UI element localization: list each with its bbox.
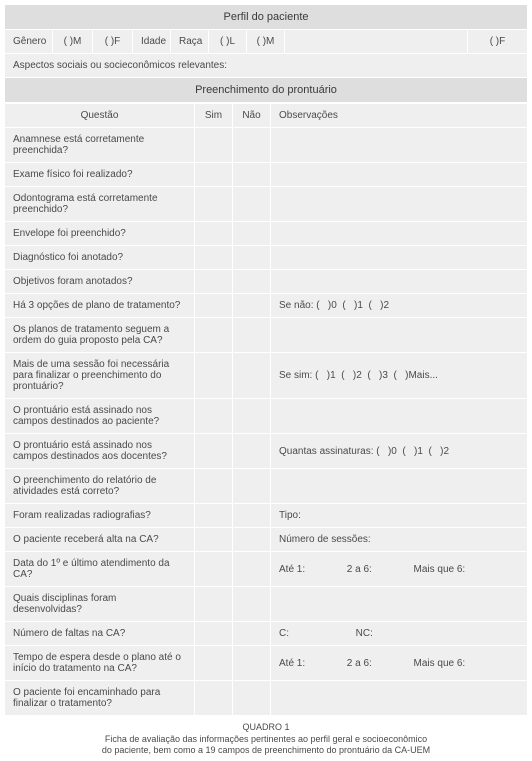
obs-cell: Até 1: 2 a 6: Mais que 6:: [271, 646, 528, 681]
yes-cell[interactable]: [195, 128, 233, 163]
caption-line1: QUADRO 1: [4, 722, 528, 734]
obs-cell: [271, 222, 528, 246]
yes-cell[interactable]: [195, 294, 233, 318]
question-cell: Há 3 opções de plano de tratamento?: [5, 294, 195, 318]
no-cell[interactable]: [233, 353, 271, 399]
col-yes: Sim: [195, 104, 233, 128]
obs-cell: Tipo:: [271, 504, 528, 528]
no-cell[interactable]: [233, 128, 271, 163]
yes-cell[interactable]: [195, 187, 233, 222]
no-cell[interactable]: [233, 222, 271, 246]
question-cell: Exame físico foi realizado?: [5, 163, 195, 187]
yes-cell[interactable]: [195, 622, 233, 646]
obs-cell: [271, 587, 528, 622]
obs-cell: Número de sessões:: [271, 528, 528, 552]
no-cell[interactable]: [233, 399, 271, 434]
no-cell[interactable]: [233, 504, 271, 528]
question-cell: Foram realizadas radiografias?: [5, 504, 195, 528]
no-cell[interactable]: [233, 681, 271, 716]
question-cell: Número de faltas na CA?: [5, 622, 195, 646]
question-cell: Os planos de tratamento seguem a ordem d…: [5, 318, 195, 353]
obs-cell: [271, 128, 528, 163]
yes-cell[interactable]: [195, 681, 233, 716]
gender-m[interactable]: ( )M: [53, 30, 93, 54]
question-cell: Tempo de espera desde o plano até o iníc…: [5, 646, 195, 681]
yes-cell[interactable]: [195, 318, 233, 353]
no-cell[interactable]: [233, 469, 271, 504]
gender-label: Gênero: [5, 30, 53, 54]
col-no: Não: [233, 104, 271, 128]
patient-profile-header: Perfil do paciente: [5, 5, 528, 30]
yes-cell[interactable]: [195, 646, 233, 681]
obs-cell: Se sim: ( )1 ( )2 ( )3 ( )Mais...: [271, 353, 528, 399]
yes-cell[interactable]: [195, 270, 233, 294]
no-cell[interactable]: [233, 587, 271, 622]
no-cell[interactable]: [233, 270, 271, 294]
no-cell[interactable]: [233, 294, 271, 318]
no-cell[interactable]: [233, 246, 271, 270]
no-cell[interactable]: [233, 187, 271, 222]
obs-cell: [271, 469, 528, 504]
question-cell: O prontuário está assinado nos campos de…: [5, 399, 195, 434]
question-cell: Quais disciplinas foram desenvolvidas?: [5, 587, 195, 622]
col-obs: Observações: [271, 104, 528, 128]
question-cell: Diagnóstico foi anotado?: [5, 246, 195, 270]
yes-cell[interactable]: [195, 222, 233, 246]
no-cell[interactable]: [233, 163, 271, 187]
no-cell[interactable]: [233, 622, 271, 646]
obs-cell: [271, 163, 528, 187]
yes-cell[interactable]: [195, 434, 233, 469]
caption-line2: Ficha de avaliação das informações perti…: [4, 734, 528, 746]
question-cell: Odontograma está corretamente preenchido…: [5, 187, 195, 222]
yes-cell[interactable]: [195, 552, 233, 587]
race-label: Raça: [171, 30, 209, 54]
yes-cell[interactable]: [195, 528, 233, 552]
record-header: Preenchimento do prontuário: [5, 78, 528, 103]
yes-cell[interactable]: [195, 246, 233, 270]
obs-cell: [271, 681, 528, 716]
yes-cell[interactable]: [195, 504, 233, 528]
questions-table: Questão Sim Não Observações Anamnese est…: [4, 103, 528, 716]
yes-cell[interactable]: [195, 399, 233, 434]
yes-cell[interactable]: [195, 587, 233, 622]
question-cell: O preenchimento do relatório de atividad…: [5, 469, 195, 504]
obs-cell: C: NC:: [271, 622, 528, 646]
social-aspects: Aspectos sociais ou socieconômicos relev…: [5, 54, 528, 78]
no-cell[interactable]: [233, 528, 271, 552]
race-l[interactable]: ( )L: [209, 30, 247, 54]
form-table: Perfil do paciente Gênero ( )M ( )F Idad…: [4, 4, 528, 103]
yes-cell[interactable]: [195, 163, 233, 187]
question-cell: O paciente receberá alta na CA?: [5, 528, 195, 552]
col-question: Questão: [5, 104, 195, 128]
question-cell: Anamnese está corretamente preenchida?: [5, 128, 195, 163]
obs-cell: [271, 318, 528, 353]
question-cell: Mais de uma sessão foi necessária para f…: [5, 353, 195, 399]
obs-cell: [271, 399, 528, 434]
obs-cell: Até 1: 2 a 6: Mais que 6:: [271, 552, 528, 587]
race-f[interactable]: ( )F: [467, 30, 527, 54]
question-cell: O prontuário está assinado nos campos de…: [5, 434, 195, 469]
yes-cell[interactable]: [195, 353, 233, 399]
race-spacer: [285, 30, 468, 54]
obs-cell: [271, 246, 528, 270]
gender-f[interactable]: ( )F: [93, 30, 133, 54]
race-m[interactable]: ( )M: [247, 30, 285, 54]
obs-cell: [271, 187, 528, 222]
no-cell[interactable]: [233, 646, 271, 681]
question-cell: Data do 1º e último atendimento da CA?: [5, 552, 195, 587]
obs-cell: Quantas assinaturas: ( )0 ( )1 ( )2: [271, 434, 528, 469]
no-cell[interactable]: [233, 318, 271, 353]
no-cell[interactable]: [233, 552, 271, 587]
caption-line3: do paciente, bem como a 19 campos de pre…: [4, 745, 528, 757]
question-cell: Envelope foi preenchido?: [5, 222, 195, 246]
yes-cell[interactable]: [195, 469, 233, 504]
obs-cell: [271, 270, 528, 294]
caption: QUADRO 1 Ficha de avaliação das informaç…: [4, 722, 528, 757]
question-cell: O paciente foi encaminhado para finaliza…: [5, 681, 195, 716]
age-label: Idade: [133, 30, 171, 54]
no-cell[interactable]: [233, 434, 271, 469]
question-cell: Objetivos foram anotados?: [5, 270, 195, 294]
obs-cell: Se não: ( )0 ( )1 ( )2: [271, 294, 528, 318]
